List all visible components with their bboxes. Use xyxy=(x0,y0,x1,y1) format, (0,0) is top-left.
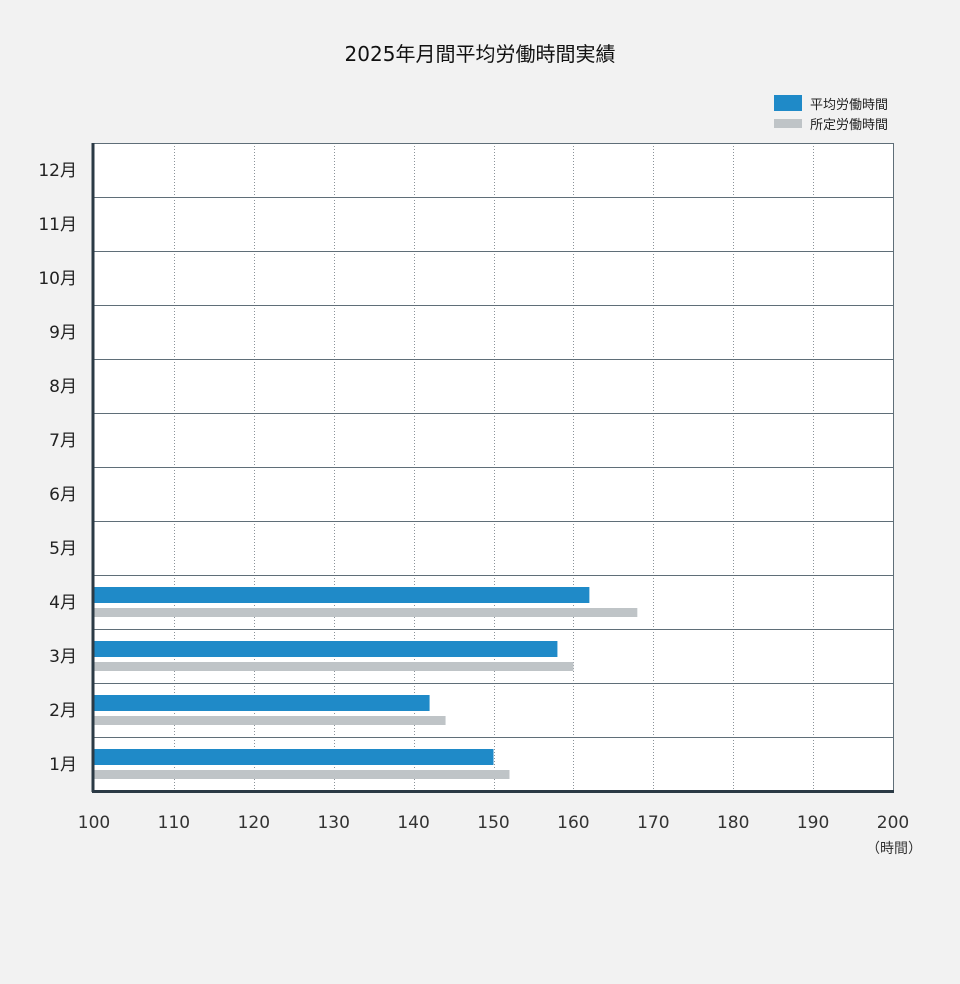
bar-standard xyxy=(94,608,638,617)
x-tick-label: 180 xyxy=(717,813,749,833)
y-tick-label: 12月 xyxy=(38,161,77,181)
y-tick-label: 11月 xyxy=(38,215,77,235)
legend-item-average: 平均労働時間 xyxy=(774,93,888,113)
x-tick-label: 140 xyxy=(397,813,429,833)
bar-average xyxy=(94,749,494,765)
y-tick-label: 9月 xyxy=(49,323,77,343)
x-tick-label: 160 xyxy=(557,813,589,833)
legend-swatch-standard xyxy=(774,118,802,128)
y-tick-label: 6月 xyxy=(49,485,77,505)
x-tick-label: 200 xyxy=(877,813,909,833)
y-tick-label: 2月 xyxy=(49,701,77,721)
legend-swatch-average xyxy=(774,95,802,111)
x-tick-label: 150 xyxy=(477,813,509,833)
x-axis-unit: （時間） xyxy=(866,841,922,857)
y-tick-label: 1月 xyxy=(49,755,77,775)
legend-item-standard: 所定労働時間 xyxy=(774,113,888,133)
bar-average xyxy=(94,695,430,711)
x-tick-label: 100 xyxy=(78,813,110,833)
y-tick-label: 3月 xyxy=(49,647,77,667)
y-tick-label: 5月 xyxy=(49,539,77,559)
y-tick-label: 4月 xyxy=(49,593,77,613)
x-tick-label: 110 xyxy=(158,813,190,833)
y-tick-label: 8月 xyxy=(49,377,77,397)
y-tick-label: 7月 xyxy=(49,431,77,451)
bar-average xyxy=(94,641,558,657)
chart-legend: 平均労働時間 所定労働時間 xyxy=(774,93,888,133)
bar-standard xyxy=(94,716,446,725)
bar-standard xyxy=(94,770,510,779)
chart-title: 2025年月間平均労働時間実績 xyxy=(344,42,616,66)
y-tick-label: 10月 xyxy=(38,269,77,289)
x-tick-label: 190 xyxy=(797,813,829,833)
x-tick-label: 170 xyxy=(637,813,669,833)
bar-average xyxy=(94,587,590,603)
x-tick-label: 120 xyxy=(238,813,270,833)
bar-standard xyxy=(94,662,574,671)
legend-label-average: 平均労働時間 xyxy=(810,97,889,113)
x-tick-label: 130 xyxy=(317,813,349,833)
legend-label-standard: 所定労働時間 xyxy=(810,117,889,133)
